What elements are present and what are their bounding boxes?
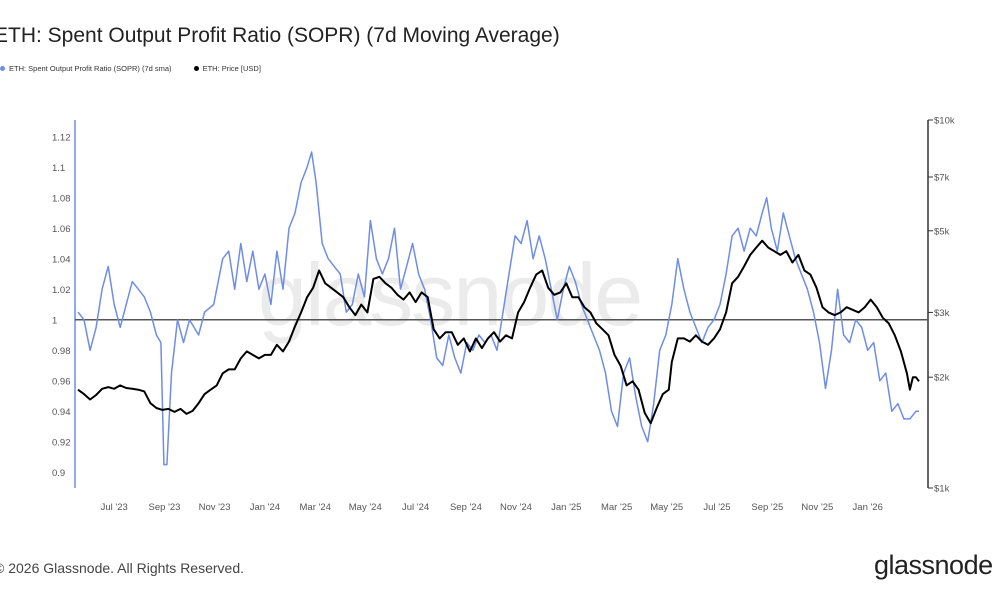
y-left-tick-label: 1.08	[52, 193, 71, 204]
legend: ETH: Spent Output Profit Ratio (SOPR) (7…	[0, 64, 261, 73]
x-tick-label: Sep '25	[751, 502, 783, 513]
legend-swatch-sopr	[0, 66, 5, 71]
y-left-tick-label: 0.9	[52, 468, 65, 479]
legend-label-price: ETH: Price [USD]	[202, 64, 261, 73]
y-left-tick-label: 1.1	[52, 163, 65, 174]
y-left-tick-label: 1.06	[52, 224, 71, 235]
watermark: glassnode	[258, 245, 641, 344]
x-tick-label: Sep '24	[450, 502, 482, 513]
legend-swatch-price	[193, 66, 199, 71]
x-tick-label: Jan '24	[250, 502, 280, 513]
y-left-tick-label: 0.98	[52, 346, 71, 357]
legend-item-price[interactable]: ETH: Price [USD]	[193, 64, 261, 73]
y-left-tick-label: 1	[52, 315, 57, 326]
glassnode-logo: glassnode	[874, 550, 993, 580]
x-tick-label: May '25	[650, 502, 683, 513]
y-right-tick-label: $2k	[934, 373, 950, 384]
x-tick-label: Jan '26	[853, 502, 883, 513]
legend-label-sopr: ETH: Spent Output Profit Ratio (SOPR) (7…	[9, 64, 172, 73]
x-tick-label: Jul '25	[703, 502, 730, 513]
sopr-series-line	[77, 151, 919, 466]
x-tick-label: May '24	[349, 502, 382, 513]
y-left-tick-label: 1.12	[52, 132, 71, 143]
y-left-tick-label: 1.02	[52, 285, 71, 296]
x-tick-label: Nov '25	[801, 502, 833, 513]
x-tick-label: Nov '23	[199, 502, 231, 513]
x-tick-label: Sep '23	[149, 502, 181, 513]
y-left-tick-label: 1.04	[52, 254, 71, 265]
y-left-tick-label: 0.96	[52, 376, 71, 387]
y-left-tick-label: 0.92	[52, 437, 71, 448]
y-right-tick-label: $7k	[934, 173, 950, 184]
y-right-tick-label: $3k	[934, 308, 950, 319]
x-tick-label: Jul '24	[402, 502, 429, 513]
x-tick-label: Jan '25	[551, 502, 581, 513]
x-tick-label: Jul '23	[101, 502, 128, 513]
chart-title: ETH: Spent Output Profit Ratio (SOPR) (7…	[0, 24, 560, 47]
y-right-tick-label: $5k	[934, 226, 950, 237]
x-tick-label: Nov '24	[500, 502, 532, 513]
copyright: © 2026 Glassnode. All Rights Reserved.	[0, 560, 245, 576]
y-right-tick-label: $10k	[934, 116, 955, 127]
x-tick-label: Mar '24	[300, 502, 331, 513]
legend-item-sopr[interactable]: ETH: Spent Output Profit Ratio (SOPR) (7…	[0, 64, 172, 73]
y-right-tick-label: $1k	[934, 484, 950, 495]
x-tick-label: Mar '25	[601, 502, 632, 513]
y-left-tick-label: 0.94	[52, 407, 71, 418]
price-series-line	[77, 239, 920, 425]
